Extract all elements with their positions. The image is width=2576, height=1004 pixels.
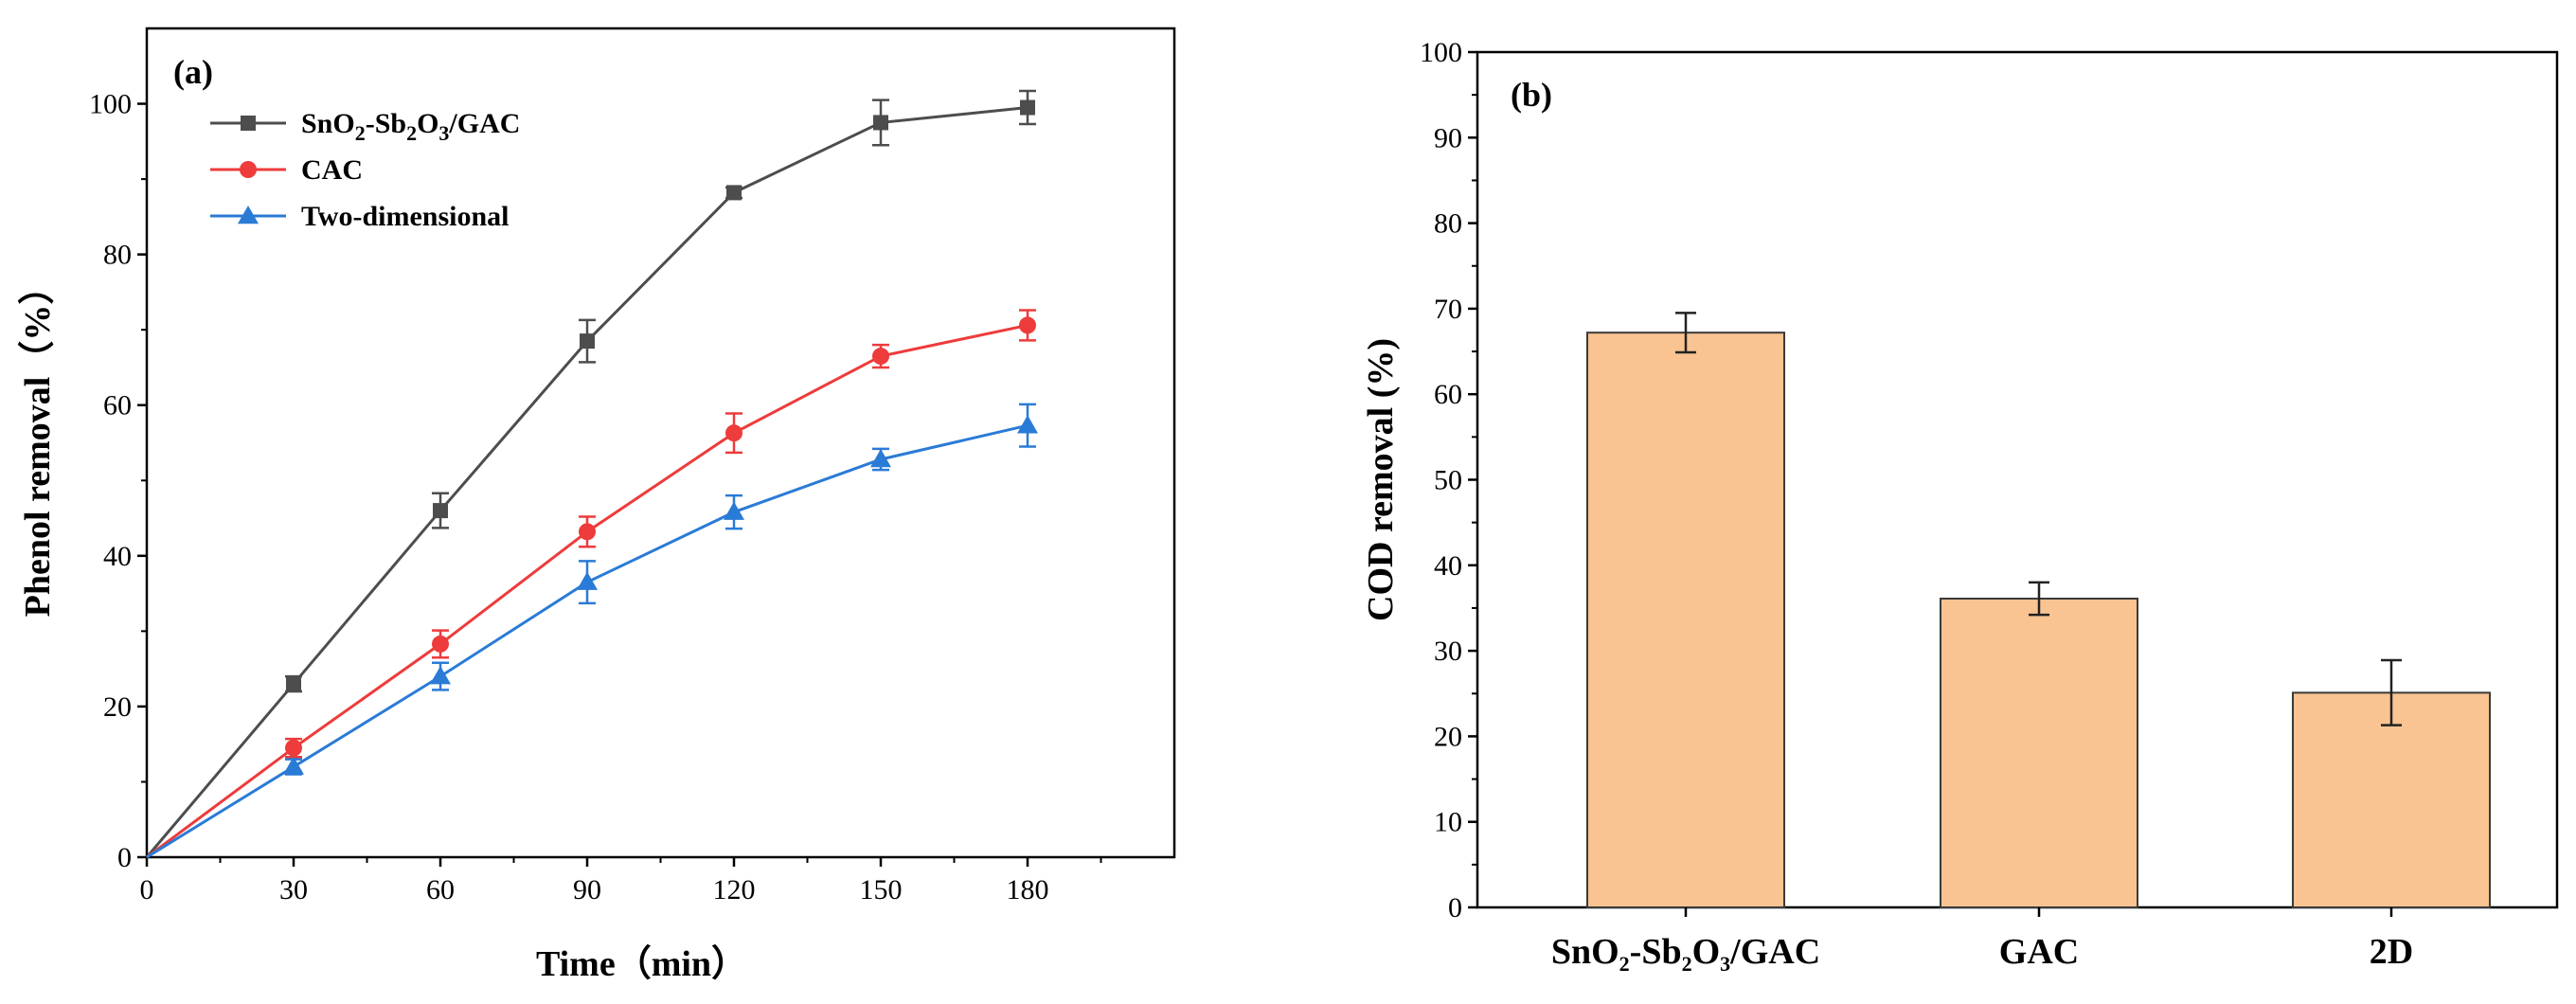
panel-a-line-chart: 0 30 60 90 120 150 180 0 20 40 60 80 100 Time（min） Phe… [18,27,1176,984]
bar [1940,598,2138,909]
label-text-part: GAC [1999,932,2079,972]
panel-label-b: (b) [1511,76,1552,114]
label-text-part: /GAC [448,108,520,139]
series-1 [146,309,1036,859]
y-tick-label: 40 [103,541,132,572]
legend-marker [240,161,257,178]
x-tick-label: 0 [140,874,154,905]
y-axis-title: Phenol removal（%） [18,269,58,618]
data-point [870,449,891,468]
label-text-part: SnO [301,108,355,139]
data-point [283,756,304,775]
x-axis-title: Time（min） [536,944,747,984]
y-tick-label: 100 [1420,37,1462,68]
label-text-part: /GAC [1729,932,1820,972]
category-label: 2D [2370,932,2413,972]
y-tick-label: 60 [103,390,132,421]
data-point [724,501,744,520]
y-tick-label: 0 [1448,892,1462,923]
label-text-part: 2D [2370,932,2413,972]
legend-entry: Two-dimensional [301,201,509,232]
x-tick-label: 150 [860,874,903,905]
bar-group-0 [1586,312,1785,908]
x-tick-label: 30 [279,874,308,905]
y-axis-title: COD removal (%) [1361,338,1401,621]
data-point [433,503,448,519]
x-tick-label: 180 [1007,874,1049,905]
x-tick-label: 60 [426,874,455,905]
subscript-text: 3 [1720,952,1730,976]
plot-frame [145,27,1176,859]
legend-entry: CAC [301,154,363,186]
y-tick-label: 100 [89,89,132,120]
y-tick-label: 20 [103,691,132,723]
panel-label-a: (a) [173,53,213,91]
data-point [285,739,302,757]
subscript-text: 2 [355,121,366,145]
data-point [1019,316,1036,334]
subscript-text: 2 [1682,952,1692,976]
series-2 [146,403,1038,859]
label-text-part: O [417,108,438,139]
category-label: GAC [1999,932,2079,972]
y-tick-label: 80 [1434,208,1462,240]
panel-b-bar-chart: 0 10 20 30 40 50 60 70 80 90 100 COD removal (%) (b)… [1361,37,2559,976]
bar-group-2 [2292,658,2491,908]
data-point [726,185,742,201]
y-tick-label: 50 [1434,465,1462,496]
y-tick-label: 30 [1434,636,1462,667]
bar-group-1 [1940,581,2138,909]
data-point [432,635,449,653]
data-point [577,571,598,590]
y-tick-label: 80 [103,240,132,271]
legend-entry: SnO2-Sb2O3/GAC [301,108,520,145]
y-tick-label: 40 [1434,550,1462,582]
label-text-part: -Sb [1630,932,1682,972]
y-tick-label: 0 [117,842,132,873]
data-point [873,115,888,131]
bar [1586,332,1785,908]
category-label: SnO2-Sb2O3/GAC [1551,932,1820,976]
legend-marker [238,206,259,224]
x-tick-label: 90 [573,874,601,905]
y-tick-label: 20 [1434,721,1462,752]
subscript-text: 2 [1619,952,1630,976]
series-line [145,106,1029,858]
series-line [146,423,1029,859]
data-point [1020,99,1035,116]
data-point [1017,415,1038,434]
data-point [286,676,301,692]
x-tick-label: 120 [713,874,756,905]
y-tick-label: 10 [1434,807,1462,838]
subscript-text: 2 [406,121,417,145]
data-point [580,333,595,350]
subscript-text: 3 [438,121,449,145]
y-tick-label: 70 [1434,294,1462,325]
label-text-part: Two-dimensional [301,201,509,232]
data-point [430,666,451,685]
series-0 [145,89,1036,858]
label-text-part: -Sb [366,108,406,139]
legend-marker [241,116,256,131]
y-tick-label: 90 [1434,122,1462,153]
data-point [579,523,596,541]
label-text-part: SnO [1551,932,1619,972]
label-text-part: O [1692,932,1721,972]
y-tick-label: 60 [1434,379,1462,410]
data-point [725,424,742,442]
label-text-part: CAC [301,154,363,186]
data-point [872,348,889,366]
